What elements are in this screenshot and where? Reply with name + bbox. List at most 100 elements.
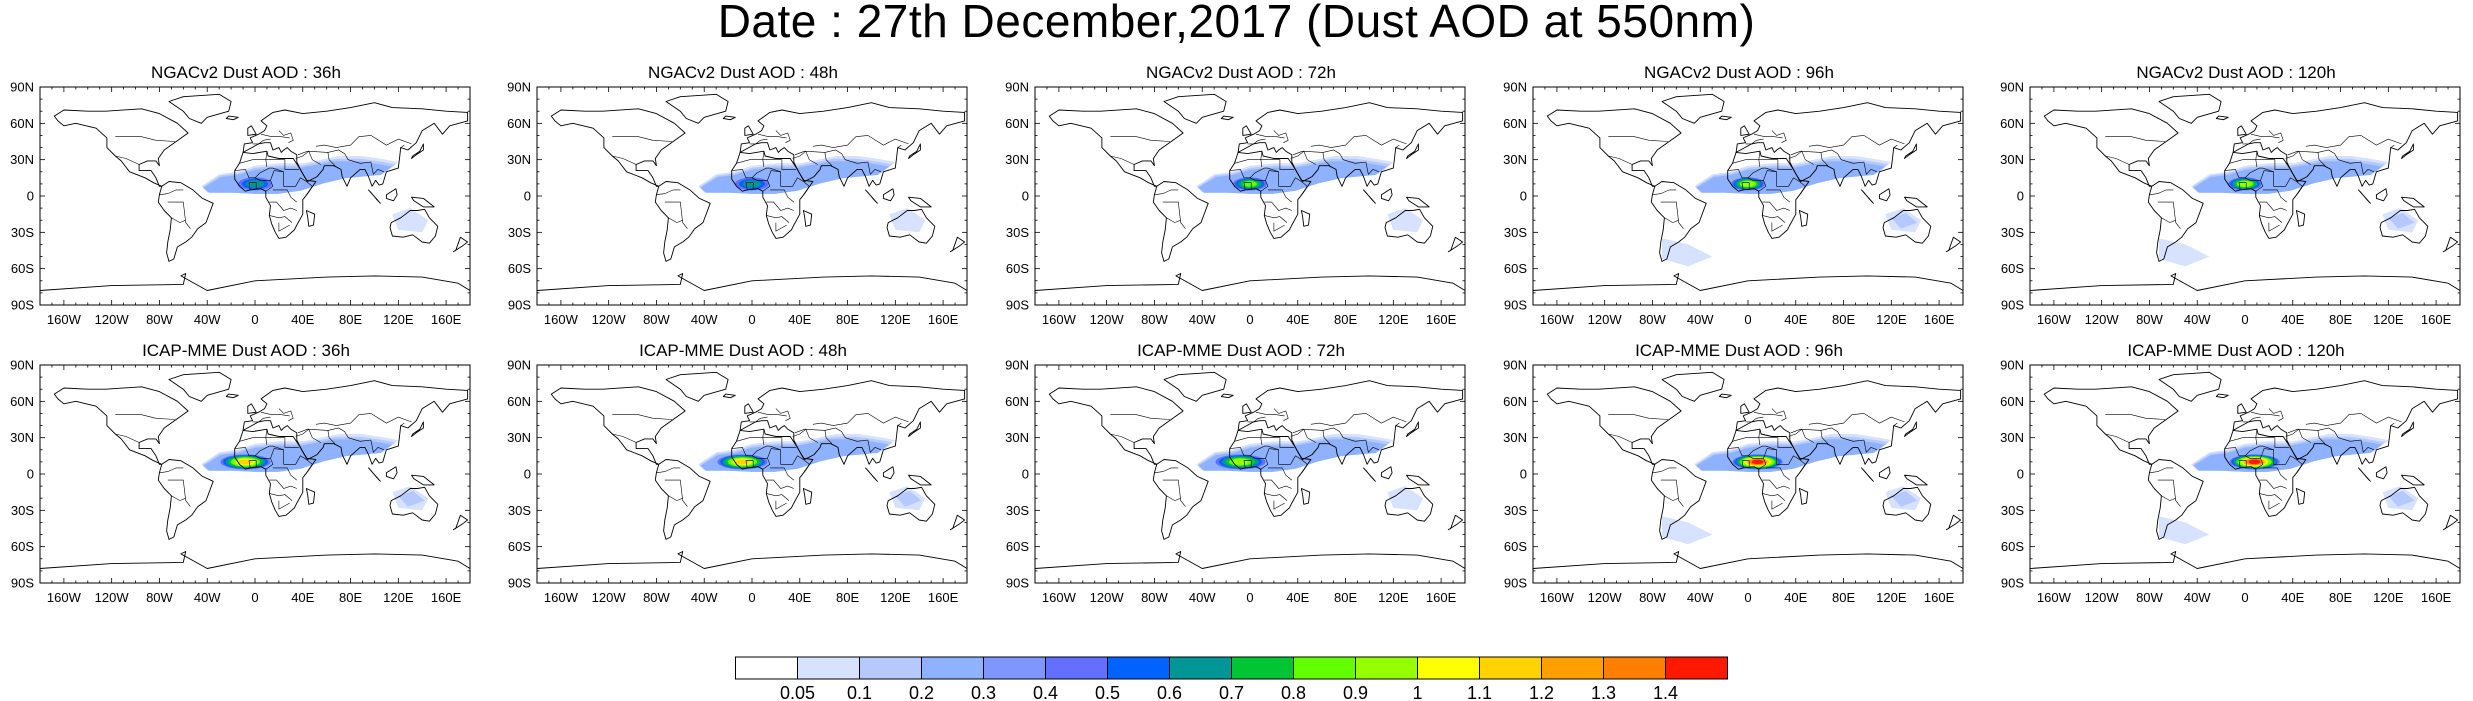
dust-core xyxy=(246,180,264,188)
coastline xyxy=(1798,210,1809,227)
lon-label: 40W xyxy=(691,312,718,327)
lat-label: 30N xyxy=(10,152,34,167)
country-border xyxy=(612,136,673,142)
coastline xyxy=(722,393,736,399)
country-border xyxy=(664,201,688,229)
country-border xyxy=(749,138,768,145)
lon-label: 160E xyxy=(1426,312,1457,327)
coastline xyxy=(242,380,469,465)
country-border xyxy=(1771,408,1787,421)
coastline xyxy=(908,196,932,208)
country-border xyxy=(2268,500,2280,510)
dust-core xyxy=(238,459,253,465)
country-border xyxy=(766,479,794,489)
country-border xyxy=(2360,440,2375,453)
colorbar-swatch xyxy=(1107,656,1170,680)
country-border xyxy=(668,217,683,223)
map-background xyxy=(2030,87,2460,305)
lat-label: 90S xyxy=(1504,576,1527,591)
coastline xyxy=(2401,421,2414,437)
country-border xyxy=(2255,429,2290,448)
country-border xyxy=(775,222,787,232)
coastline xyxy=(2442,514,2459,531)
country-border xyxy=(1660,201,1684,229)
country-border xyxy=(1745,138,1764,145)
coastline xyxy=(1798,488,1809,505)
country-border xyxy=(278,500,290,510)
country-border xyxy=(1660,479,1684,507)
country-border xyxy=(897,144,902,148)
country-border xyxy=(1771,130,1787,143)
map-panel: ICAP-MME Dust AOD : 36h 90N 60N 30N 0 30S 60S 9… xyxy=(0,341,471,621)
country-border xyxy=(2360,162,2375,175)
coastline xyxy=(665,371,729,402)
country-border xyxy=(769,189,794,203)
panel-title: NGACv2 Dust AOD : 36h xyxy=(151,63,341,82)
lat-label: 30N xyxy=(507,152,531,167)
country-border xyxy=(1260,151,1295,170)
country-border xyxy=(1234,437,1263,445)
country-border xyxy=(1758,151,1793,170)
country-border xyxy=(2305,413,2402,426)
country-border xyxy=(762,151,797,170)
dust-aod-map: 90N 60N 30N 0 30S 60S 90S 160W 120W 80W 40W 0 40E 80E… xyxy=(1005,358,1466,605)
colorbar-swatch xyxy=(1479,656,1542,680)
country-border xyxy=(1863,162,1878,175)
map-panel: NGACv2 Dust AOD : 96h 90N 60N 30N 0 30S 60S 90S… xyxy=(1489,63,1964,343)
country-border xyxy=(1322,149,1366,164)
lon-label: 160E xyxy=(1426,590,1457,605)
coastline xyxy=(1546,108,1682,187)
lon-label: 160W xyxy=(544,312,579,327)
lat-label: 30S xyxy=(2001,225,2024,240)
country-border xyxy=(2149,189,2174,196)
country-border xyxy=(1110,136,1171,142)
country-border xyxy=(272,467,297,481)
coastline xyxy=(385,188,398,202)
country-border xyxy=(1162,479,1186,507)
coastline xyxy=(157,181,214,262)
coastline xyxy=(2215,115,2229,121)
country-border xyxy=(239,159,268,167)
colorbar-label: 0.9 xyxy=(1343,683,1368,701)
dust-aod-map: 90N 60N 30N 0 30S 60S 90S 160W 120W 80W 40W 0 40E 80E… xyxy=(10,358,471,605)
lat-label: 0 xyxy=(1520,467,1527,482)
lat-label: 0 xyxy=(1022,467,1029,482)
country-border xyxy=(327,149,371,164)
colorbar-label: 1.3 xyxy=(1591,683,1616,701)
country-border xyxy=(1608,155,1633,165)
country-border xyxy=(254,177,271,181)
coastline xyxy=(1300,210,1311,227)
country-border xyxy=(1247,416,1266,423)
map-background xyxy=(40,87,470,305)
lon-label: 40W xyxy=(691,590,718,605)
country-border xyxy=(2229,159,2258,167)
dust-core xyxy=(1741,181,1755,187)
coastline xyxy=(550,108,686,187)
colorbar-swatch xyxy=(1665,656,1728,680)
lon-label: 80W xyxy=(2136,312,2163,327)
lon-label: 0 xyxy=(1246,312,1253,327)
colorbar: 0.05 0.1 0.2 0.3 0.4 0.5 0.6 0.7 0.8 0.9 1 1.1 1.2 1.… xyxy=(735,656,1728,701)
coastline xyxy=(731,428,814,517)
lon-label: 120W xyxy=(95,590,130,605)
lon-label: 40W xyxy=(1687,590,1714,605)
country-border xyxy=(2262,189,2287,203)
colorbar-label: 0.8 xyxy=(1281,683,1306,701)
lon-label: 160W xyxy=(47,590,82,605)
coastline xyxy=(247,125,257,136)
coastline xyxy=(2358,189,2371,204)
lon-label: 0 xyxy=(2241,312,2248,327)
country-border xyxy=(1264,201,1292,211)
lat-label: 60S xyxy=(508,261,531,276)
lon-label: 40W xyxy=(2184,312,2211,327)
country-border xyxy=(1745,416,1764,423)
lon-label: 80W xyxy=(1141,312,1168,327)
coastline xyxy=(1661,93,1725,124)
lat-label: 30S xyxy=(1006,225,1029,240)
lon-label: 120E xyxy=(1876,312,1907,327)
dust-plume xyxy=(1387,208,1424,233)
country-border xyxy=(612,433,637,443)
lat-label: 0 xyxy=(2017,189,2024,204)
map-background xyxy=(2030,365,2460,583)
coastline xyxy=(1882,486,1932,522)
